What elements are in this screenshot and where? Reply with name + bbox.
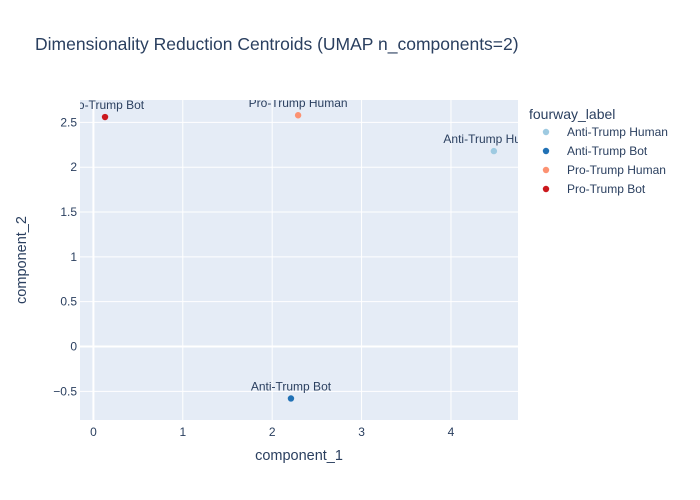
y-tick-label: 2.5 — [60, 115, 77, 129]
legend-item[interactable]: Pro-Trump Human — [542, 163, 666, 177]
legend-marker — [542, 166, 550, 174]
data-point[interactable] — [287, 395, 295, 402]
data-point[interactable] — [490, 147, 498, 155]
point-label: Anti-Trump Human — [443, 132, 544, 146]
y-tick-label: 1 — [70, 250, 77, 264]
point-label: Pro-Trump Bot — [66, 98, 145, 112]
y-tick-label: 0 — [70, 339, 77, 353]
point-label: Anti-Trump Bot — [251, 379, 332, 393]
legend-label: Anti-Trump Human — [567, 125, 668, 139]
x-tick-label: 2 — [269, 425, 276, 439]
plot-area — [80, 100, 518, 420]
legend-marker — [542, 185, 550, 193]
data-point[interactable] — [101, 113, 109, 121]
legend-item[interactable]: Pro-Trump Bot — [542, 182, 646, 196]
x-tick-label: 3 — [358, 425, 365, 439]
y-tick-label: 1.5 — [60, 205, 77, 219]
data-point[interactable] — [294, 112, 302, 119]
legend-marker — [542, 147, 550, 155]
y-tick-label: 2 — [70, 160, 77, 174]
legend-label: Pro-Trump Bot — [567, 182, 646, 196]
y-tick-labels: −0.5 0 0.5 1 1.5 2 2.5 — [53, 115, 77, 398]
x-tick-label: 4 — [448, 425, 455, 439]
y-tick-label: −0.5 — [53, 384, 77, 398]
point-label: Pro-Trump Human — [249, 96, 348, 110]
legend[interactable]: Anti-Trump Human Anti-Trump Bot Pro-Trump … — [542, 125, 668, 196]
grid-lines — [80, 100, 518, 420]
legend-marker — [542, 128, 550, 136]
chart-title: Dimensionality Reduction Centroids (UMAP… — [35, 34, 519, 55]
data-points: Anti-Trump Human Anti-Trump Bot Pro-Trump … — [66, 96, 544, 402]
legend-label: Pro-Trump Human — [567, 163, 666, 177]
x-tick-labels: 0 1 2 3 4 — [90, 425, 455, 439]
legend-item[interactable]: Anti-Trump Human — [542, 125, 668, 139]
legend-item[interactable]: Anti-Trump Bot — [542, 144, 648, 158]
y-axis-title: component_2 — [14, 216, 30, 304]
y-tick-label: 0.5 — [60, 295, 77, 309]
x-tick-label: 1 — [179, 425, 186, 439]
x-tick-label: 0 — [90, 425, 97, 439]
x-axis-title: component_1 — [255, 448, 343, 464]
legend-title: fourway_label — [529, 106, 615, 122]
legend-label: Anti-Trump Bot — [567, 144, 648, 158]
